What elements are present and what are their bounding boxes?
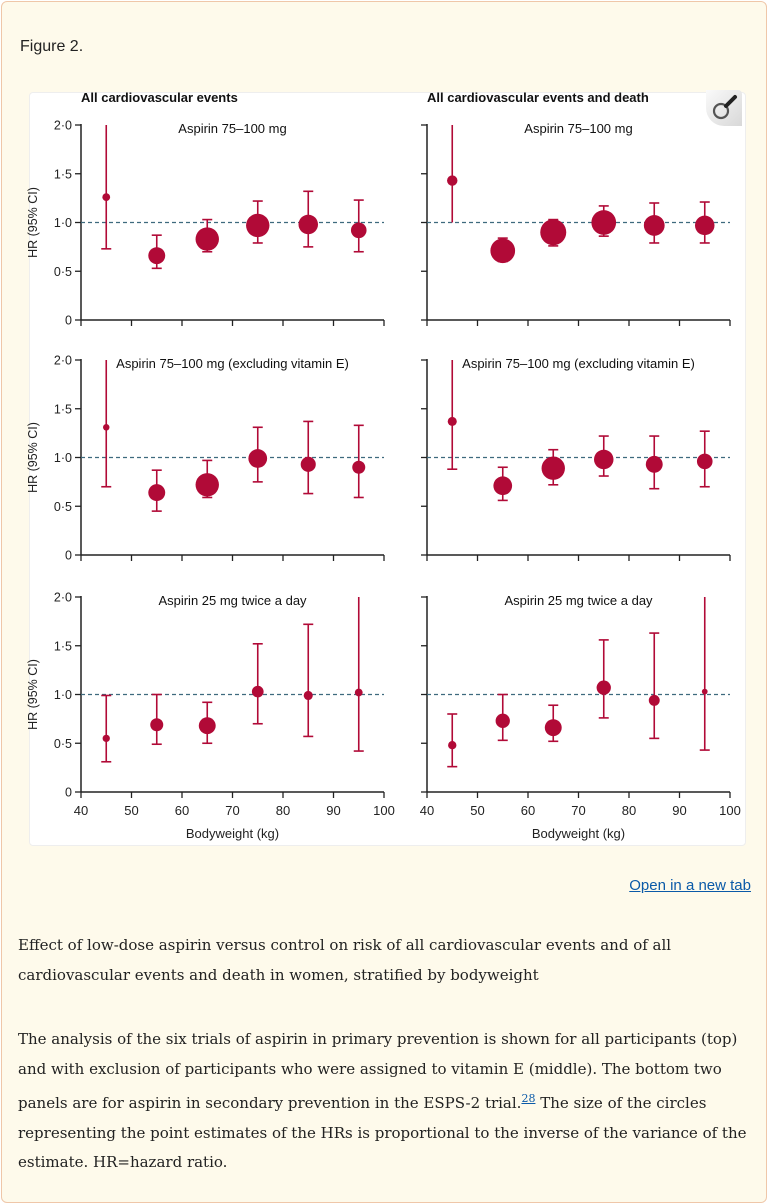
y-axis-label: HR (95% CI) bbox=[26, 422, 40, 493]
x-tick-label: 80 bbox=[622, 803, 636, 818]
column-title: All cardiovascular events and death bbox=[427, 90, 649, 105]
figure-image[interactable] bbox=[29, 92, 746, 846]
y-tick-label: 2·0 bbox=[54, 354, 72, 368]
y-tick-label: 0·5 bbox=[54, 500, 72, 514]
y-tick-label: 1·0 bbox=[54, 688, 72, 702]
magnifier-icon[interactable] bbox=[706, 90, 742, 126]
hr-point bbox=[695, 215, 715, 236]
hr-point bbox=[303, 690, 313, 701]
hr-point bbox=[102, 734, 110, 743]
column-title: All cardiovascular events bbox=[81, 90, 238, 105]
y-tick-label: 0·5 bbox=[54, 737, 72, 751]
panel-title: Aspirin 25 mg twice a day bbox=[504, 593, 653, 608]
x-tick-label: 40 bbox=[420, 803, 434, 818]
panel-title: Aspirin 75–100 mg (excluding vitamin E) bbox=[116, 356, 349, 371]
hr-point bbox=[150, 718, 164, 732]
x-tick-label: 90 bbox=[326, 803, 340, 818]
y-tick-label: 1·5 bbox=[54, 639, 72, 653]
panel-title: Aspirin 25 mg twice a day bbox=[158, 593, 307, 608]
y-tick-label: 0 bbox=[65, 549, 72, 563]
hr-point bbox=[298, 214, 318, 235]
hr-point bbox=[195, 473, 219, 497]
hr-point bbox=[701, 688, 708, 695]
hr-point bbox=[300, 456, 316, 472]
panel-title: Aspirin 75–100 mg bbox=[524, 121, 632, 136]
x-tick-label: 100 bbox=[719, 803, 741, 818]
hr-point bbox=[594, 449, 614, 470]
open-in-new-tab-link[interactable]: Open in a new tab bbox=[629, 877, 751, 894]
x-tick-label: 60 bbox=[175, 803, 189, 818]
hr-point bbox=[643, 215, 665, 236]
caption-body: The analysis of the six trials of aspiri… bbox=[18, 1025, 753, 1178]
hr-point bbox=[354, 688, 363, 697]
y-tick-label: 1·0 bbox=[54, 451, 72, 465]
x-tick-label: 80 bbox=[276, 803, 290, 818]
hr-point bbox=[645, 455, 663, 473]
hr-point bbox=[591, 210, 617, 235]
hr-point bbox=[148, 247, 166, 265]
hr-point bbox=[198, 717, 216, 735]
x-tick-label: 50 bbox=[470, 803, 484, 818]
y-axis-label: HR (95% CI) bbox=[26, 187, 40, 258]
panel-title: Aspirin 75–100 mg bbox=[178, 121, 286, 136]
x-tick-label: 60 bbox=[521, 803, 535, 818]
hr-point bbox=[493, 476, 513, 496]
hr-point bbox=[447, 175, 458, 186]
x-tick-label: 100 bbox=[373, 803, 395, 818]
hr-point bbox=[148, 484, 166, 502]
hr-point bbox=[102, 193, 111, 202]
x-tick-label: 50 bbox=[124, 803, 138, 818]
hr-point bbox=[490, 238, 516, 264]
x-tick-label: 70 bbox=[225, 803, 239, 818]
y-tick-label: 2·0 bbox=[54, 591, 72, 605]
reference-link[interactable]: 28 bbox=[521, 1092, 536, 1105]
hr-point bbox=[103, 424, 110, 431]
x-axis-label: Bodyweight (kg) bbox=[532, 826, 625, 841]
x-tick-label: 70 bbox=[571, 803, 585, 818]
hr-point bbox=[350, 222, 367, 239]
y-tick-label: 0·5 bbox=[54, 265, 72, 279]
y-axis-label: HR (95% CI) bbox=[26, 659, 40, 730]
hr-point bbox=[246, 213, 270, 238]
hr-point bbox=[540, 219, 567, 246]
hr-point bbox=[448, 741, 457, 750]
hr-point bbox=[251, 685, 264, 698]
hr-point bbox=[544, 719, 562, 737]
hr-point bbox=[648, 694, 660, 706]
y-tick-label: 1·5 bbox=[54, 402, 72, 416]
x-tick-label: 40 bbox=[74, 803, 88, 818]
y-tick-label: 2·0 bbox=[54, 119, 72, 133]
panel-title: Aspirin 75–100 mg (excluding vitamin E) bbox=[462, 356, 695, 371]
x-tick-label: 90 bbox=[672, 803, 686, 818]
x-axis-label: Bodyweight (kg) bbox=[186, 826, 279, 841]
hr-point bbox=[352, 460, 366, 474]
y-tick-label: 0 bbox=[65, 786, 72, 800]
caption-body-text: The analysis of the six trials of aspiri… bbox=[18, 1030, 738, 1112]
hr-point bbox=[195, 227, 219, 251]
hr-point bbox=[248, 449, 268, 468]
y-tick-label: 1·0 bbox=[54, 216, 72, 230]
hr-point bbox=[596, 680, 611, 695]
caption-body-text-2: The size of the circles representing the… bbox=[18, 1094, 747, 1171]
figure-label: Figure 2. bbox=[20, 38, 84, 55]
y-tick-label: 0 bbox=[65, 314, 72, 328]
hr-point bbox=[541, 456, 565, 480]
y-tick-label: 1·5 bbox=[54, 167, 72, 181]
hr-point bbox=[696, 453, 713, 470]
hr-point bbox=[447, 416, 457, 426]
hr-point bbox=[495, 713, 510, 728]
caption-title: Effect of low-dose aspirin versus contro… bbox=[18, 936, 672, 984]
